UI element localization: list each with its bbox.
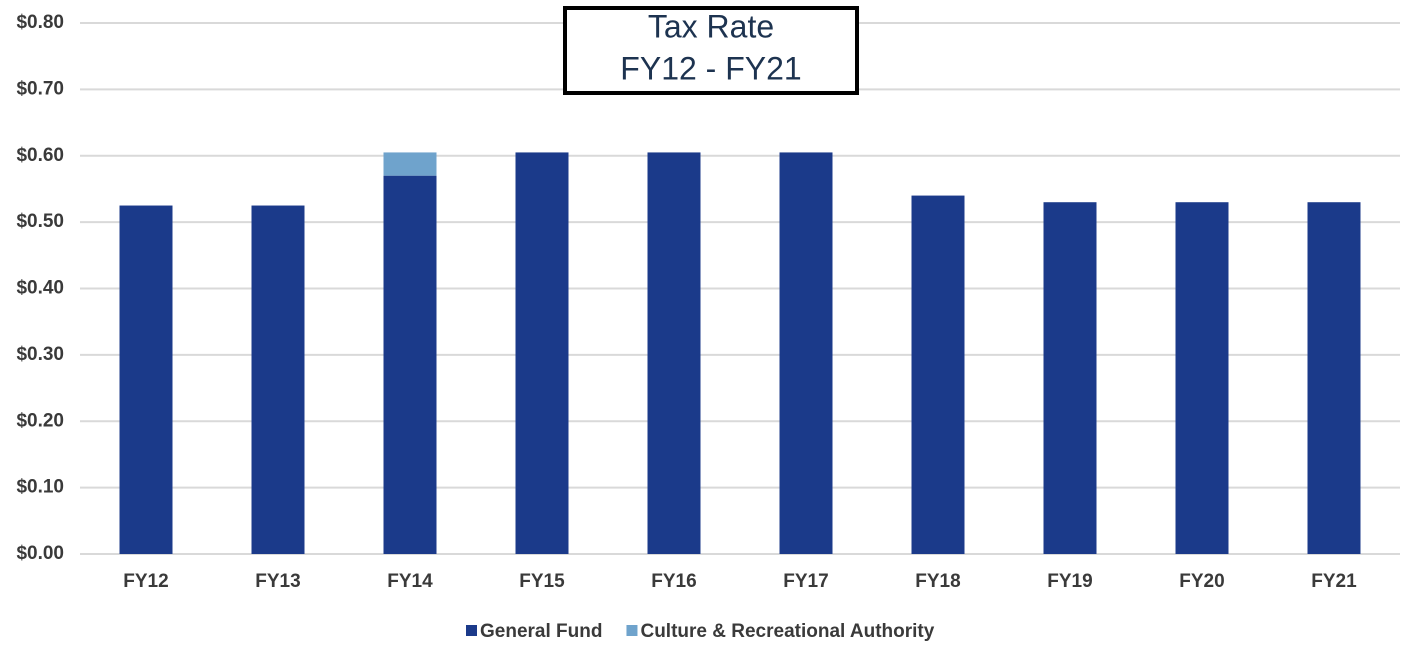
legend: General Fund Culture & Recreational Autho…: [466, 621, 935, 642]
y-tick-label: $0.00: [16, 543, 64, 564]
x-tick-label: FY16: [651, 571, 696, 592]
y-tick-label: $0.20: [16, 410, 64, 431]
bar-segment: [1307, 202, 1361, 554]
bar-segment: [911, 195, 965, 554]
y-tick-label: $0.50: [16, 211, 64, 232]
x-tick-label: FY13: [255, 571, 300, 592]
bar-segment: [383, 175, 437, 554]
bar-segment: [779, 152, 833, 554]
y-tick-label: $0.60: [16, 145, 64, 166]
x-tick-label: FY18: [915, 571, 960, 592]
bar-segment: [515, 152, 569, 554]
x-tick-label: FY12: [123, 571, 168, 592]
y-tick-label: $0.40: [16, 278, 64, 299]
chart-subtitle: FY12 - FY21: [620, 50, 801, 86]
y-tick-label: $0.30: [16, 344, 64, 365]
x-tick-label: FY15: [519, 571, 565, 592]
bar-segment: [647, 152, 701, 554]
title-box: [563, 6, 859, 95]
plot-area: $0.00 $0.10 $0.20 $0.30 $0.40 $0.50 $0.60 $0.70…: [16, 12, 1400, 592]
legend-label: Culture & Recreational Authority: [640, 621, 934, 642]
chart-title: Tax Rate: [648, 8, 774, 44]
legend-label: General Fund: [480, 621, 602, 642]
bar-segment: [251, 205, 305, 554]
bar-segment: [119, 205, 173, 554]
legend-swatch: [466, 625, 477, 636]
bar-segment: [1175, 202, 1229, 554]
y-tick-label: $0.80: [16, 12, 64, 33]
bar-segment: [383, 152, 437, 176]
x-tick-label: FY14: [387, 571, 433, 592]
y-tick-label: $0.10: [16, 477, 64, 498]
x-tick-label: FY19: [1047, 571, 1092, 592]
y-tick-label: $0.70: [16, 78, 64, 99]
x-tick-label: FY21: [1311, 571, 1357, 592]
bar-segment: [1043, 202, 1097, 554]
x-tick-label: FY17: [783, 571, 828, 592]
legend-swatch: [626, 625, 638, 636]
x-tick-label: FY20: [1179, 571, 1224, 592]
